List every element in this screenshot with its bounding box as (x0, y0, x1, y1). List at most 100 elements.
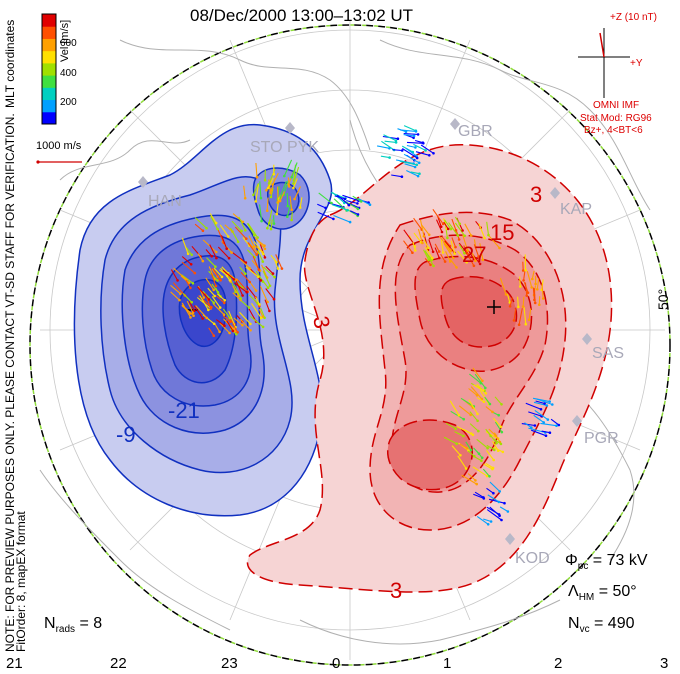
velocity-vector (478, 223, 486, 239)
velocity-vector-origin (484, 386, 487, 390)
velocity-vector (423, 249, 430, 261)
velocity-vector (299, 197, 303, 208)
velocity-vector (246, 223, 255, 236)
velocity-vector (441, 236, 451, 247)
nvc-value: = 490 (594, 615, 635, 632)
velocity-vector (413, 217, 423, 230)
velocity-vector-origin (263, 256, 267, 259)
velocity-vector-origin (416, 174, 420, 178)
velocity-vector-origin (190, 253, 193, 257)
velocity-vector-origin (257, 268, 261, 271)
velocity-vector (259, 204, 263, 222)
velocity-vector (206, 257, 216, 268)
colorbar-tick-200: 200 (60, 97, 77, 108)
velocity-vector (526, 270, 533, 288)
velocity-vector-origin (261, 260, 265, 263)
velocity-vector-origin (213, 294, 216, 298)
velocity-vector (289, 196, 293, 210)
velocity-vector (395, 159, 414, 165)
imf-dial (578, 28, 630, 98)
velocity-vector-origin (463, 251, 466, 255)
velocity-vector-origin (539, 408, 543, 411)
velocity-vector (523, 282, 529, 293)
positive-potential-cell (246, 144, 613, 593)
velocity-vector-origin (469, 413, 473, 417)
velocity-vector (523, 270, 526, 281)
velocity-vector-origin (216, 279, 219, 282)
colorbar-swatch (42, 14, 56, 27)
velocity-vectors (170, 125, 561, 526)
velocity-vector-origin (533, 301, 537, 305)
velocity-vector (254, 236, 266, 250)
velocity-vector-origin (263, 244, 266, 247)
velocity-vector (450, 240, 456, 254)
velocity-vector-origin (259, 196, 263, 200)
velocity-vector (346, 200, 358, 204)
nrads-stat: Nrads = 8 (44, 615, 102, 635)
velocity-vector-origin (498, 490, 502, 493)
velocity-vector (485, 431, 499, 440)
velocity-vector (524, 422, 532, 429)
velocity-vector-origin (473, 454, 476, 458)
velocity-vector (458, 405, 472, 416)
velocity-vector-origin (541, 297, 545, 300)
velocity-vector-origin (178, 298, 181, 302)
velocity-vector (467, 450, 475, 457)
velocity-vector (486, 430, 497, 444)
velocity-vector (420, 144, 434, 154)
velocity-vector (472, 367, 483, 382)
velocity-vector (215, 295, 225, 304)
velocity-vector-origin (292, 186, 295, 190)
velocity-vector (268, 210, 273, 224)
velocity-vector-origin (457, 238, 461, 241)
velocity-vector (459, 443, 468, 449)
velocity-vector-origin (248, 267, 252, 270)
velocity-vector (479, 243, 484, 260)
velocity-vector-origin (201, 317, 204, 320)
velocity-vector (380, 155, 390, 159)
velocity-vector-origin (212, 322, 216, 326)
velocity-vector-origin (343, 197, 347, 201)
velocity-vector (213, 267, 223, 278)
velocity-vector (499, 277, 507, 295)
velocity-vector (270, 187, 274, 198)
velocity-vector-origin (228, 316, 232, 320)
velocity-vector (483, 518, 492, 523)
velocity-vector (207, 287, 216, 297)
velocity-vector-origin (524, 322, 528, 326)
velocity-vector-origin (427, 233, 431, 237)
velocity-vector (440, 239, 444, 253)
velocity-vector-origin (290, 218, 293, 222)
velocity-vector-origin (506, 510, 510, 513)
velocity-vector (234, 279, 243, 289)
velocity-vector-origin (189, 263, 193, 266)
velocity-vector (445, 251, 451, 262)
velocity-vector (170, 284, 181, 295)
velocity-vector (239, 258, 251, 269)
velocity-vector-origin (467, 449, 470, 452)
velocity-vector-origin (463, 234, 467, 238)
velocity-vector (550, 418, 560, 426)
velocity-vector (211, 296, 221, 308)
velocity-vector (317, 203, 326, 209)
velocity-vector (173, 267, 187, 281)
velocity-vector (210, 273, 217, 287)
velocity-vector (534, 409, 549, 421)
velocity-vector (434, 247, 440, 259)
velocity-vector (461, 474, 477, 485)
velocity-vector-origin (356, 213, 360, 216)
velocity-vector (406, 170, 419, 177)
velocity-vector-origin (230, 251, 233, 254)
velocity-vector-origin (332, 217, 335, 221)
velocity-vector (458, 244, 465, 254)
velocity-vector (219, 269, 228, 277)
velocity-vector (384, 140, 397, 143)
velocity-vector (486, 444, 495, 451)
velocity-vector-origin (485, 474, 489, 478)
velocity-vector-origin (418, 172, 421, 175)
imf-top-label: +Z (10 nT) (610, 12, 657, 23)
mlt-tick-label: 23 (221, 655, 238, 672)
velocity-vector-origin (189, 316, 192, 319)
velocity-vector (489, 481, 501, 492)
station-label-han: HAN (148, 193, 182, 210)
